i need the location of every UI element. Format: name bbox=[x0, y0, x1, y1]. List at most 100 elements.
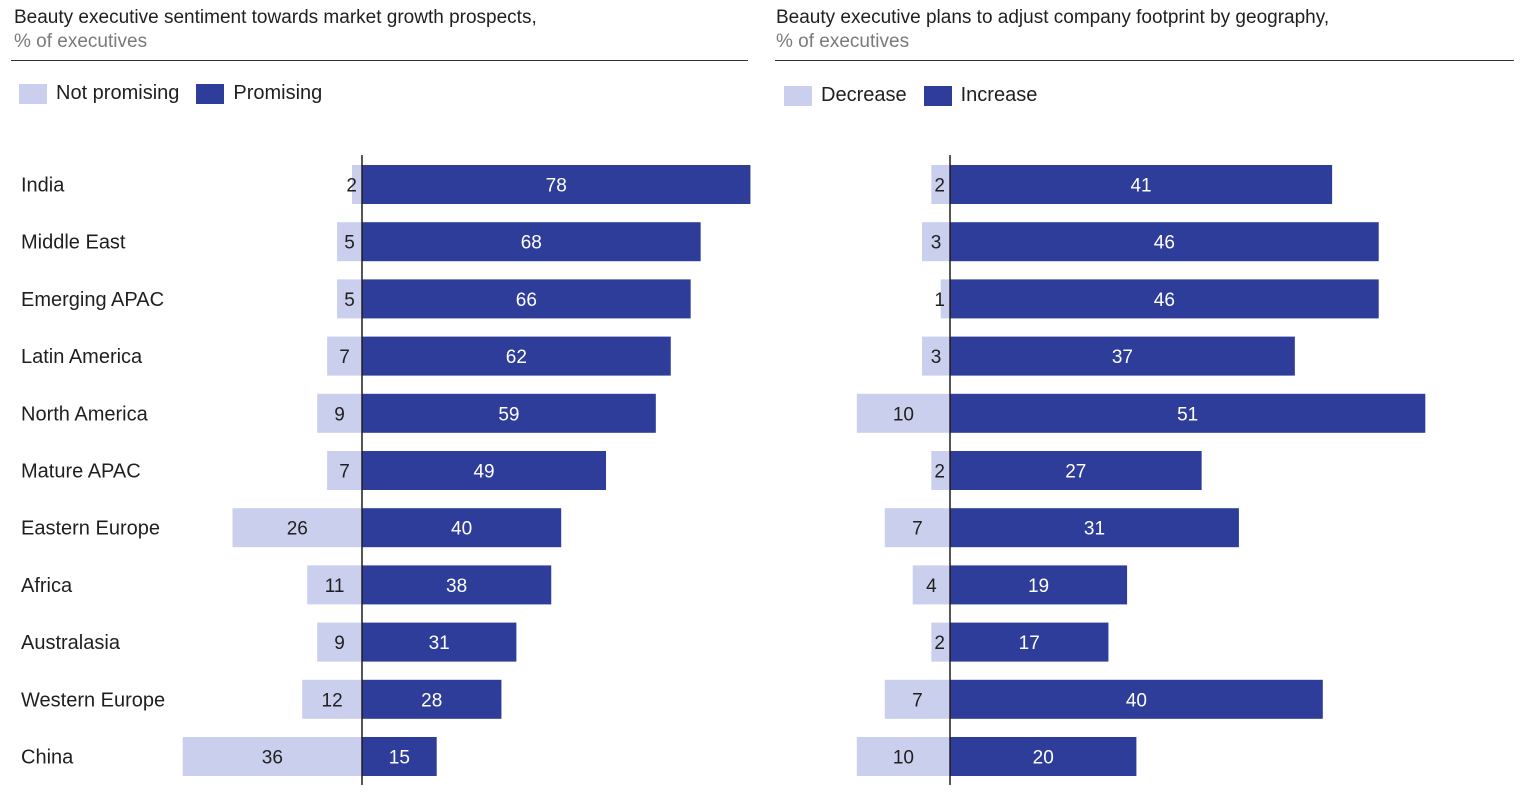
right-value-label-negative: 10 bbox=[893, 404, 914, 425]
right-value-label-negative: 3 bbox=[931, 233, 942, 254]
left-value-label-positive: 28 bbox=[421, 690, 442, 711]
right-bar-decrease bbox=[940, 279, 950, 319]
left-bar-promising bbox=[362, 622, 517, 662]
right-value-label-positive: 40 bbox=[1126, 690, 1147, 711]
right-bar-increase bbox=[950, 336, 1295, 376]
right-value-label-positive: 51 bbox=[1177, 404, 1198, 425]
right-bar-decrease bbox=[931, 451, 950, 490]
legend-label-not-promising: Not promising bbox=[56, 82, 180, 104]
right-value-label-positive: 20 bbox=[1033, 748, 1054, 769]
right-value-label-negative: 7 bbox=[912, 519, 923, 540]
category-label: Australasia bbox=[21, 632, 121, 654]
right-bar-decrease bbox=[912, 565, 950, 605]
right-value-label-positive: 46 bbox=[1154, 290, 1175, 311]
category-label: Western Europe bbox=[21, 689, 165, 711]
right-bar-increase bbox=[950, 622, 1109, 662]
right-bar-decrease bbox=[922, 222, 950, 262]
right-value-label-negative: 4 bbox=[926, 576, 937, 597]
right-bar-increase bbox=[950, 565, 1128, 605]
left-value-label-negative: 36 bbox=[262, 748, 283, 769]
left-value-label-positive: 15 bbox=[389, 748, 410, 769]
right-value-label-negative: 1 bbox=[934, 290, 945, 311]
legend-label-promising: Promising bbox=[233, 82, 323, 104]
right-bar-decrease bbox=[884, 679, 950, 719]
left-bar-not-promising bbox=[307, 565, 362, 605]
legend-swatch-decrease bbox=[784, 85, 812, 106]
left-value-label-negative: 11 bbox=[325, 576, 345, 597]
left-value-label-positive: 68 bbox=[521, 233, 542, 254]
category-label: Latin America bbox=[21, 346, 143, 368]
left-bar-promising bbox=[362, 737, 437, 776]
left-legend: Not promising Promising bbox=[19, 82, 339, 105]
left-bar-not-promising bbox=[337, 279, 362, 319]
right-value-label-positive: 31 bbox=[1084, 519, 1105, 540]
left-bar-promising bbox=[362, 679, 502, 719]
left-bar-not-promising bbox=[327, 336, 362, 376]
category-label: North America bbox=[21, 403, 149, 425]
category-label: Emerging APAC bbox=[21, 289, 164, 311]
right-bar-decrease bbox=[922, 336, 950, 376]
left-bar-promising bbox=[362, 393, 656, 433]
left-value-label-positive: 38 bbox=[446, 576, 467, 597]
right-legend: Decrease Increase bbox=[784, 84, 1054, 107]
left-value-label-positive: 78 bbox=[546, 176, 567, 197]
right-chart-subtitle: % of executives bbox=[776, 31, 910, 52]
left-bar-promising bbox=[362, 451, 607, 490]
left-value-label-positive: 59 bbox=[498, 404, 519, 425]
left-value-label-positive: 66 bbox=[516, 290, 537, 311]
category-label: Mature APAC bbox=[21, 461, 141, 483]
left-bar-not-promising bbox=[182, 737, 362, 776]
category-label: India bbox=[21, 175, 65, 197]
category-label: Africa bbox=[21, 575, 73, 597]
left-value-label-negative: 26 bbox=[287, 519, 308, 540]
left-value-label-negative: 7 bbox=[339, 462, 350, 483]
left-bar-promising bbox=[362, 565, 552, 605]
legend-label-decrease: Decrease bbox=[821, 84, 907, 106]
left-value-label-positive: 31 bbox=[429, 633, 450, 654]
left-value-label-negative: 5 bbox=[344, 290, 355, 311]
right-bar-increase bbox=[950, 165, 1333, 204]
legend-swatch-promising bbox=[196, 83, 225, 104]
left-bar-promising bbox=[362, 508, 562, 548]
right-value-label-positive: 46 bbox=[1154, 233, 1175, 254]
right-value-label-negative: 10 bbox=[893, 748, 914, 769]
left-value-label-negative: 12 bbox=[322, 690, 343, 711]
right-value-label-positive: 41 bbox=[1130, 176, 1151, 197]
right-bar-decrease bbox=[856, 393, 950, 433]
legend-swatch-increase bbox=[923, 85, 952, 106]
left-bar-promising bbox=[362, 279, 691, 319]
right-value-label-positive: 37 bbox=[1112, 347, 1133, 368]
left-value-label-negative: 2 bbox=[346, 176, 357, 197]
category-label: Middle East bbox=[21, 232, 126, 254]
right-bar-increase bbox=[950, 679, 1323, 719]
left-chart: India 2 78 Middle East 5 68 Emerging APAC 5 66 La… bbox=[21, 155, 751, 785]
left-bar-promising bbox=[362, 336, 671, 376]
right-value-label-positive: 19 bbox=[1028, 576, 1049, 597]
left-value-label-positive: 62 bbox=[506, 347, 527, 368]
left-bar-not-promising bbox=[317, 622, 362, 662]
right-value-label-negative: 2 bbox=[934, 633, 945, 654]
right-bar-decrease bbox=[931, 622, 950, 662]
left-value-label-negative: 7 bbox=[339, 347, 350, 368]
right-bar-increase bbox=[950, 737, 1137, 776]
left-bar-not-promising bbox=[232, 508, 362, 548]
right-bar-decrease bbox=[856, 737, 950, 776]
left-bar-not-promising bbox=[352, 165, 362, 204]
right-bar-increase bbox=[950, 279, 1379, 319]
left-value-label-negative: 9 bbox=[334, 633, 345, 654]
left-value-label-positive: 49 bbox=[473, 462, 494, 483]
left-bar-not-promising bbox=[327, 451, 362, 490]
legend-label-increase: Increase bbox=[960, 84, 1038, 106]
right-value-label-negative: 2 bbox=[934, 176, 945, 197]
right-value-label-negative: 7 bbox=[912, 690, 923, 711]
left-value-label-negative: 5 bbox=[344, 233, 355, 254]
right-chart: 2 41 3 46 1 46 3 37 10 51 2 27 7 31 4 19 2 17 7 40 10 20 bbox=[856, 155, 1426, 785]
legend-swatch-not-promising bbox=[19, 83, 47, 104]
category-label: China bbox=[21, 747, 74, 769]
right-bar-decrease bbox=[884, 508, 950, 548]
left-bar-not-promising bbox=[337, 222, 362, 262]
left-chart-title: Beauty executive sentiment towards marke… bbox=[14, 7, 537, 28]
left-value-label-positive: 40 bbox=[451, 519, 472, 540]
